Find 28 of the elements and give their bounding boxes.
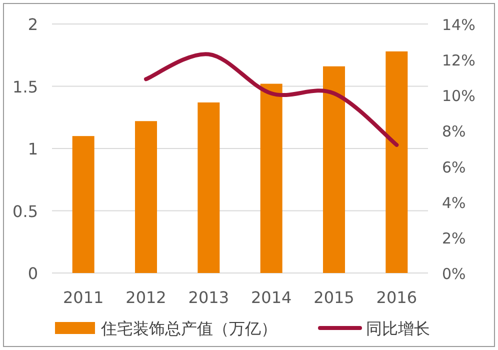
y2-tick-label: 6% [442,158,466,176]
y-tick-label: 2 [28,15,38,34]
y-tick-label: 1.5 [12,77,38,96]
line-series [144,52,399,147]
bar [135,121,157,273]
bar [323,66,345,273]
y-tick-label: 1 [28,140,38,158]
x-tick-label: 2015 [314,288,354,307]
y-tick-label: 0 [28,264,38,283]
legend-label: 住宅装饰总产值（万亿） [100,319,277,338]
legend-label: 同比增长 [366,319,430,338]
x-tick-label: 2016 [376,288,418,307]
y2-tick-label: 2% [442,229,466,248]
x-tick-label: 2012 [126,288,166,307]
bar [386,51,408,273]
x-tick-label: 2014 [250,288,292,307]
bar [198,102,220,273]
x-tick-label: 2013 [188,288,230,307]
y2-tick-label: 0% [442,265,466,283]
bar [260,84,282,273]
y2-tick-label: 4% [442,194,466,212]
y2-tick-label: 12% [442,52,476,70]
y-tick-label: 0.5 [12,202,38,221]
x-tick-label: 2011 [62,288,104,307]
y2-tick-label: 10% [442,87,476,106]
y2-tick-label: 8% [442,122,466,141]
bar [72,136,94,273]
y2-tick-label: 14% [442,16,476,34]
